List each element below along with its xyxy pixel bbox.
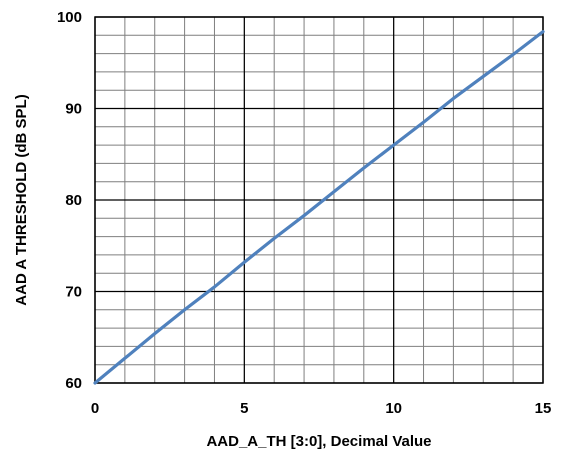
x-tick-label: 15 (535, 400, 552, 417)
y-tick-label: 60 (65, 375, 82, 392)
plot-frame (94, 16, 544, 384)
x-tick-label: 10 (385, 400, 402, 417)
x-axis-title: AAD_A_TH [3:0], Decimal Value (206, 433, 431, 450)
x-tick-label: 5 (240, 400, 248, 417)
series-line-1 (93, 30, 545, 385)
y-tick-label: 70 (65, 284, 82, 301)
series-layer (93, 30, 545, 385)
y-axis-title: AAD A THRESHOLD (dB SPL) (13, 94, 30, 305)
y-tick-label: 90 (65, 101, 82, 118)
x-tick-labels: 0 5 10 15 (91, 400, 552, 417)
y-tick-label: 80 (65, 192, 82, 209)
y-tick-label: 100 (57, 9, 82, 26)
x-tick-label: 0 (91, 400, 99, 417)
y-tick-labels: 60 70 80 90 100 (57, 9, 82, 392)
